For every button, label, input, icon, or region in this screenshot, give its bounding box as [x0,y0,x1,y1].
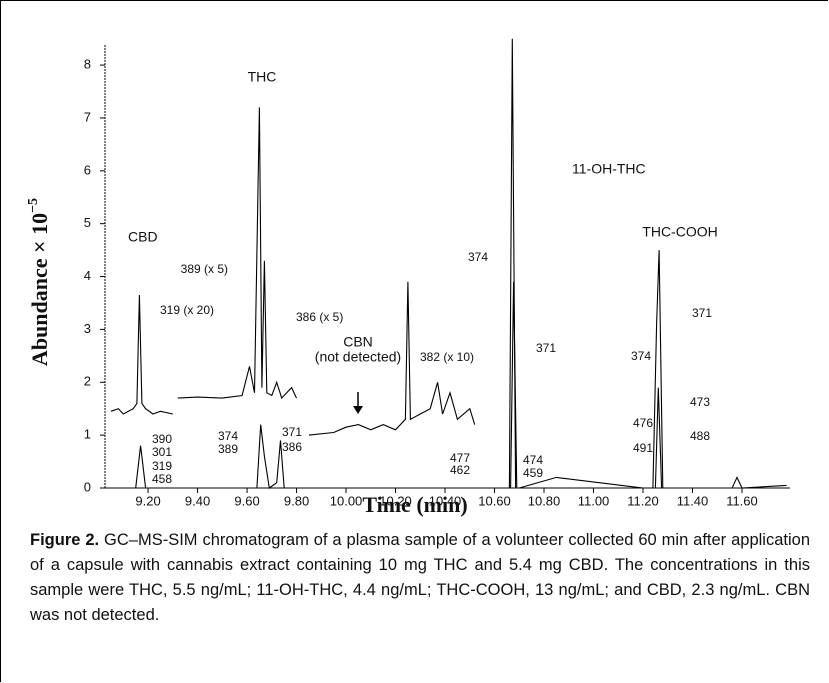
x-tick-label: 9.40 [185,493,210,508]
y-tick-label: 1 [84,427,91,442]
y-tick-label: 2 [84,374,91,389]
y-tick-label: 5 [84,215,91,230]
annotation: 491 [633,441,653,455]
annotation: 319 (x 20) [160,303,214,317]
x-tick-label: 10.60 [478,493,511,508]
annotation: 477 [450,451,470,465]
x-axis-title: Time (min) [362,492,467,517]
annotation: 462 [450,463,470,477]
x-tick-label: 11.20 [627,493,659,508]
y-axis-title: Abundance × 10−5 [26,198,52,366]
annotation: 319 [152,459,172,473]
y-axis-title-base: Abundance × 10 [27,213,52,366]
trace [177,107,297,400]
annotation: 459 [523,466,543,480]
annotation: 374 [631,349,651,363]
annotation: 389 (x 5) [181,262,228,276]
annotation: 301 [152,445,172,459]
annotation: 473 [690,395,710,409]
annotation: 386 [282,440,302,454]
annotation: 389 [218,442,238,456]
annotation: 11-OH-THC [572,161,646,177]
x-tick-label: 10.00 [330,493,363,508]
caption: Figure 2. GC–MS-SIM chromatogram of a pl… [30,528,810,628]
annotation: CBD [128,229,158,245]
x-tick-label: 10.40 [429,493,462,508]
y-axis-title-exponent: −5 [26,198,41,213]
annotation: THC-COOH [642,224,717,240]
x-tick-label: 9.20 [135,493,160,508]
trace [110,294,173,415]
annotation: THC [248,69,277,85]
x-tick-label: 10.80 [528,493,561,508]
annotation: 386 (x 5) [296,310,343,324]
arrow-head [353,406,363,414]
annotation: 474 [523,453,543,467]
annotation: 488 [690,429,710,443]
annotation: (not detected) [315,349,401,365]
x-tick-label: 9.60 [234,493,259,508]
annotation: CBN [343,334,373,350]
y-tick-label: 6 [84,162,91,177]
annotation: 476 [633,416,653,430]
caption-label: Figure 2. [30,531,100,549]
y-tick-label: 3 [84,321,91,336]
y-tick-label: 8 [84,57,91,72]
y-tick-label: 7 [84,109,91,124]
caption-text: GC–MS-SIM chromatogram of a plasma sampl… [30,531,810,624]
x-tick-label: 9.80 [284,493,309,508]
y-tick-label: 4 [84,268,91,283]
x-tick-label: 11.40 [677,493,709,508]
annotation: 382 (x 10) [420,350,474,364]
y-tick-label: 0 [84,479,91,494]
annotation: 371 [282,425,302,439]
annotation: 458 [152,472,172,486]
x-tick-label: 11.00 [578,493,610,508]
chart: Time (min) Abundance × 10−5 0 1 2 3 4 5 6 7 8 9.2… [26,38,790,517]
trace [504,281,668,489]
x-tick-label: 10.20 [379,493,412,508]
trace [308,281,476,436]
x-tick-label: 11.60 [726,493,758,508]
annotation: 390 [152,432,172,446]
annotation: 371 [536,341,556,355]
annotation: 374 [468,250,488,264]
annotation: 374 [218,429,238,443]
annotation: 371 [692,306,712,320]
